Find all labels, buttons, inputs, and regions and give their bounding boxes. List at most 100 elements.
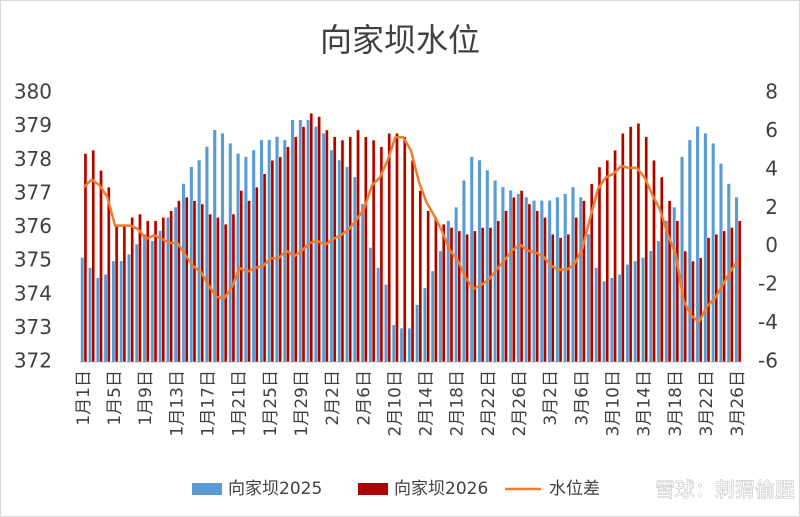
bar bbox=[293, 136, 298, 363]
bar bbox=[696, 126, 700, 362]
bar bbox=[691, 260, 695, 363]
chart-title: 向家坝水位 bbox=[320, 21, 480, 59]
bar bbox=[594, 267, 598, 362]
x-tick-label: 2月26日 bbox=[510, 370, 530, 436]
x-tick-label: 2月22日 bbox=[479, 370, 499, 436]
x-tick-label: 3月18日 bbox=[666, 370, 686, 436]
bar bbox=[558, 237, 563, 363]
bar bbox=[104, 274, 108, 362]
bar bbox=[431, 271, 435, 362]
bar bbox=[633, 261, 637, 362]
legend-label: 水位差 bbox=[549, 479, 600, 499]
bar bbox=[340, 139, 345, 363]
x-tick-label: 1月9日 bbox=[136, 370, 156, 426]
bar bbox=[446, 220, 450, 362]
bar bbox=[301, 126, 306, 363]
bar bbox=[220, 133, 225, 362]
bar bbox=[91, 149, 96, 363]
bar bbox=[364, 136, 368, 363]
bar bbox=[145, 220, 150, 363]
bar bbox=[441, 223, 446, 363]
bar bbox=[402, 136, 407, 363]
y2-tick-label: 0 bbox=[765, 233, 778, 257]
bar bbox=[332, 136, 337, 363]
bar bbox=[400, 328, 404, 362]
bar bbox=[711, 143, 715, 362]
bar bbox=[114, 223, 119, 363]
bar bbox=[610, 277, 614, 362]
bar bbox=[83, 153, 88, 363]
bar bbox=[348, 136, 353, 363]
bar bbox=[410, 160, 415, 363]
line bbox=[83, 135, 740, 323]
bar bbox=[719, 163, 723, 362]
bar bbox=[621, 133, 625, 363]
bar bbox=[161, 217, 166, 363]
bar bbox=[379, 146, 384, 363]
bar bbox=[737, 220, 742, 363]
bar bbox=[613, 149, 617, 363]
bar bbox=[317, 116, 321, 363]
x-tick-label: 3月2日 bbox=[541, 370, 561, 426]
bar bbox=[127, 254, 131, 362]
y2-tick-label: 6 bbox=[765, 118, 778, 142]
bar bbox=[426, 210, 430, 363]
bar bbox=[535, 210, 539, 363]
x-tick-label: 1月21日 bbox=[230, 370, 250, 436]
x-tick-label: 2月6日 bbox=[354, 370, 374, 426]
bar bbox=[177, 200, 181, 363]
x-tick-label: 3月6日 bbox=[572, 370, 592, 426]
bar bbox=[734, 197, 739, 362]
bar bbox=[286, 146, 290, 363]
x-tick-label: 1月29日 bbox=[292, 370, 312, 436]
watermark: 雪球：刺猬偷腥 bbox=[655, 478, 795, 502]
bar bbox=[454, 207, 458, 362]
bar bbox=[387, 133, 392, 363]
bar bbox=[457, 230, 462, 363]
bar bbox=[524, 197, 528, 362]
bar bbox=[418, 190, 423, 363]
y2-tick-label: -2 bbox=[758, 272, 778, 296]
bar bbox=[278, 156, 282, 363]
legend-label: 向家坝2026 bbox=[394, 479, 488, 499]
bar bbox=[477, 160, 482, 362]
bar bbox=[356, 129, 360, 363]
y2-tick-label: -4 bbox=[758, 310, 778, 334]
bar bbox=[200, 203, 205, 363]
x-tick-label: 1月17日 bbox=[199, 370, 219, 436]
x-tick-label: 1月5日 bbox=[105, 370, 125, 426]
bar bbox=[504, 210, 508, 363]
bar bbox=[527, 203, 532, 363]
bar bbox=[353, 177, 357, 362]
bar bbox=[291, 119, 295, 363]
bar bbox=[247, 200, 251, 363]
bar bbox=[473, 230, 477, 363]
bar bbox=[130, 217, 134, 363]
bar bbox=[325, 129, 329, 363]
bar bbox=[395, 133, 399, 363]
bar bbox=[228, 143, 232, 362]
bar bbox=[111, 261, 116, 362]
x-tick-label: 1月25日 bbox=[261, 370, 281, 436]
x-tick-label: 3月26日 bbox=[728, 370, 748, 436]
bar bbox=[587, 234, 591, 362]
bar bbox=[540, 200, 544, 362]
bar bbox=[88, 267, 92, 362]
bar bbox=[597, 166, 602, 363]
bar bbox=[239, 190, 244, 363]
y2-tick-label: 4 bbox=[765, 156, 778, 180]
bar bbox=[259, 140, 264, 362]
bar bbox=[649, 251, 653, 362]
x-tick-label: 2月14日 bbox=[417, 370, 437, 436]
y2-tick-label: 8 bbox=[765, 80, 778, 104]
bar bbox=[579, 197, 583, 362]
bar bbox=[485, 170, 489, 362]
bar bbox=[182, 183, 186, 362]
y-tick-label: 373 bbox=[14, 315, 52, 339]
bar bbox=[80, 257, 84, 362]
y-tick-label: 379 bbox=[14, 113, 52, 137]
bar bbox=[368, 247, 373, 362]
bar bbox=[688, 140, 692, 362]
